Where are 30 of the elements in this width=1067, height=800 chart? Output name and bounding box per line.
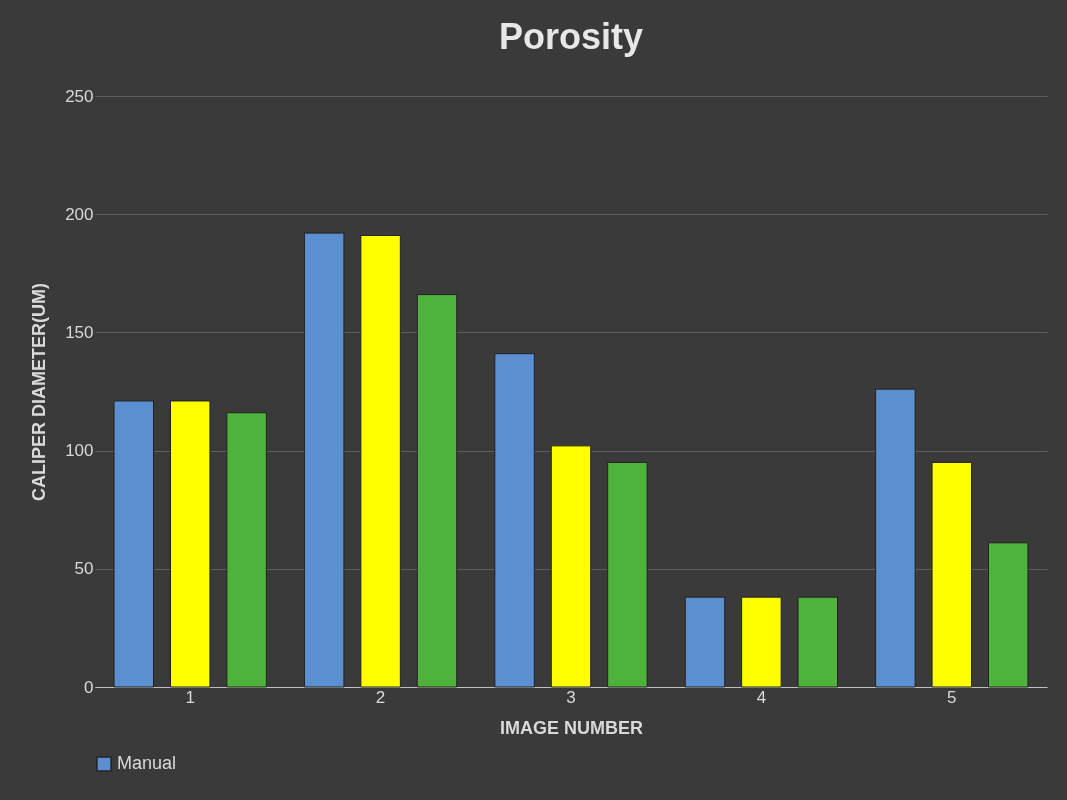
bar: [684, 596, 726, 688]
legend-label: Manual: [117, 753, 177, 773]
x-tick-label: 3: [566, 687, 576, 707]
bar: [303, 232, 345, 688]
bar: [360, 234, 401, 688]
x-tick-label: 5: [947, 687, 957, 707]
y-tick-label: 150: [65, 322, 94, 342]
y-tick-label: 0: [84, 677, 94, 697]
bar: [797, 596, 839, 688]
bar: [987, 542, 1029, 688]
bar: [494, 353, 535, 688]
bar: [113, 400, 155, 688]
x-tick-label: 4: [756, 687, 767, 707]
y-tick-label: 100: [65, 441, 94, 461]
bar: [226, 412, 267, 688]
bar: [741, 596, 782, 688]
bar: [931, 461, 973, 688]
y-tick-label: 50: [74, 559, 94, 579]
y-axis-title: CALIPER DIAMETER(UM): [29, 283, 50, 501]
y-tick-label: 250: [65, 86, 94, 106]
bar: [550, 445, 592, 688]
bar: [416, 294, 458, 688]
bar: [169, 400, 211, 688]
x-tick-label: 1: [185, 687, 195, 707]
y-tick-label: 200: [65, 204, 94, 224]
x-tick-label: 2: [375, 687, 386, 707]
bar: [607, 461, 648, 688]
bar: [875, 388, 916, 688]
chart-title: Porosity: [498, 16, 644, 57]
x-axis-title: IMAGE NUMBER: [500, 717, 643, 738]
